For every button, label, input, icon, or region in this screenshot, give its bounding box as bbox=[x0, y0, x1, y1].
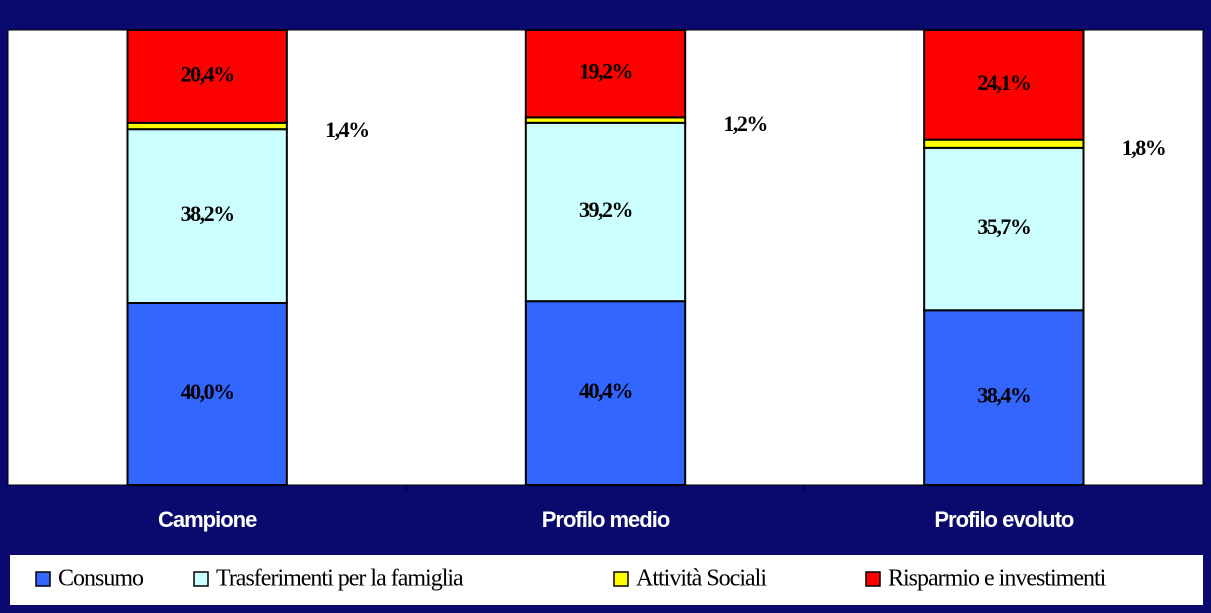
bar-segment bbox=[923, 146, 1085, 312]
value-label: 20,4% bbox=[181, 61, 234, 86]
bar-segment bbox=[923, 29, 1085, 141]
legend-swatch bbox=[193, 571, 209, 587]
legend-swatch bbox=[613, 571, 629, 587]
bar-segment bbox=[524, 29, 687, 119]
bar-segment bbox=[524, 300, 687, 486]
value-label: 1,8% bbox=[1122, 135, 1166, 160]
x-tick-label: Campione bbox=[158, 507, 257, 532]
bar-segment bbox=[923, 138, 1085, 149]
legend-label: Risparmio e investimenti bbox=[888, 566, 1107, 592]
value-label: 40,0% bbox=[181, 379, 234, 404]
value-label: 39,2% bbox=[579, 197, 632, 222]
legend-label: Consumo bbox=[58, 566, 144, 592]
x-tick-label: Profilo medio bbox=[542, 507, 670, 532]
legend bbox=[10, 555, 1203, 605]
value-label: 40,4% bbox=[579, 378, 632, 403]
value-label: 1,2% bbox=[723, 111, 767, 136]
value-label: 19,2% bbox=[579, 59, 632, 84]
bar-segment bbox=[126, 302, 288, 486]
legend-label: Trasferimenti per la famiglia bbox=[216, 566, 464, 592]
bar-segment bbox=[126, 128, 288, 304]
bar-segment bbox=[524, 121, 687, 303]
value-label: 35,7% bbox=[977, 214, 1030, 239]
legend-swatch bbox=[35, 571, 51, 587]
value-label: 1,4% bbox=[325, 117, 369, 142]
value-label: 24,1% bbox=[977, 70, 1030, 95]
bar-segment bbox=[126, 29, 288, 124]
x-tick-label: Profilo evoluto bbox=[934, 507, 1074, 532]
value-label: 38,2% bbox=[181, 201, 234, 226]
bar-segment bbox=[923, 309, 1085, 486]
legend-swatch bbox=[865, 571, 881, 587]
value-label: 38,4% bbox=[977, 383, 1030, 408]
legend-label: Attività Sociali bbox=[636, 566, 767, 592]
